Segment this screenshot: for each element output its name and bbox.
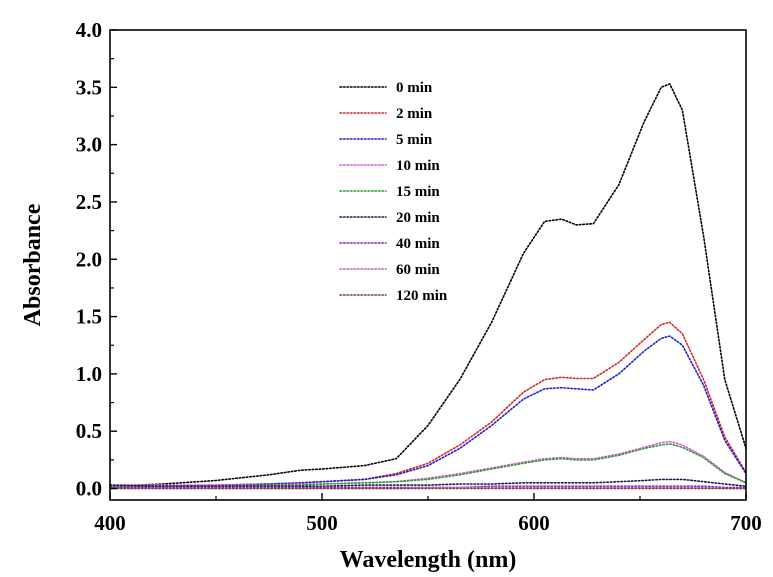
legend-label: 40 min bbox=[396, 236, 440, 252]
y-tick-label: 0.0 bbox=[76, 477, 102, 501]
legend-label: 15 min bbox=[396, 184, 440, 200]
series-layer bbox=[109, 83, 747, 490]
series-line-0-min bbox=[109, 83, 747, 488]
legend-label: 2 min bbox=[396, 106, 433, 122]
series-line-20-min bbox=[109, 478, 747, 488]
legend-label: 60 min bbox=[396, 262, 440, 278]
axis-ticks: 400 500 600 700 0.0 0.5 1.0 1.5 2.0 2.5 3.0 3.5 4.0 bbox=[76, 18, 762, 535]
legend-label: 0 min bbox=[396, 80, 433, 96]
x-tick-label: 400 bbox=[94, 511, 126, 535]
y-tick-label: 3.0 bbox=[76, 133, 102, 157]
x-tick-label: 600 bbox=[518, 511, 550, 535]
y-axis-title: Absorbance bbox=[20, 203, 46, 326]
legend-label: 5 min bbox=[396, 132, 433, 148]
x-axis-title: Wavelength (nm) bbox=[340, 547, 517, 573]
legend-label: 10 min bbox=[396, 158, 440, 174]
series-line-40-min bbox=[109, 485, 747, 489]
legend-label: 120 min bbox=[396, 288, 448, 304]
legend: 0 min 2 min 5 min 10 min 15 min 20 min 40 min 6… bbox=[339, 80, 448, 304]
y-tick-label: 1.0 bbox=[76, 362, 102, 386]
series-line-15-min bbox=[109, 442, 747, 488]
y-tick-label: 3.5 bbox=[76, 75, 102, 99]
x-tick-label: 500 bbox=[306, 511, 338, 535]
legend-label: 20 min bbox=[396, 210, 440, 226]
y-tick-label: 2.5 bbox=[76, 190, 102, 214]
series-line-5-min bbox=[109, 335, 747, 489]
y-tick-label: 2.0 bbox=[76, 247, 102, 271]
y-tick-label: 1.5 bbox=[76, 305, 102, 329]
x-tick-label: 700 bbox=[730, 511, 762, 535]
y-tick-label: 0.5 bbox=[76, 419, 102, 443]
series-line-10-min bbox=[109, 440, 747, 486]
y-tick-label: 4.0 bbox=[76, 18, 102, 42]
